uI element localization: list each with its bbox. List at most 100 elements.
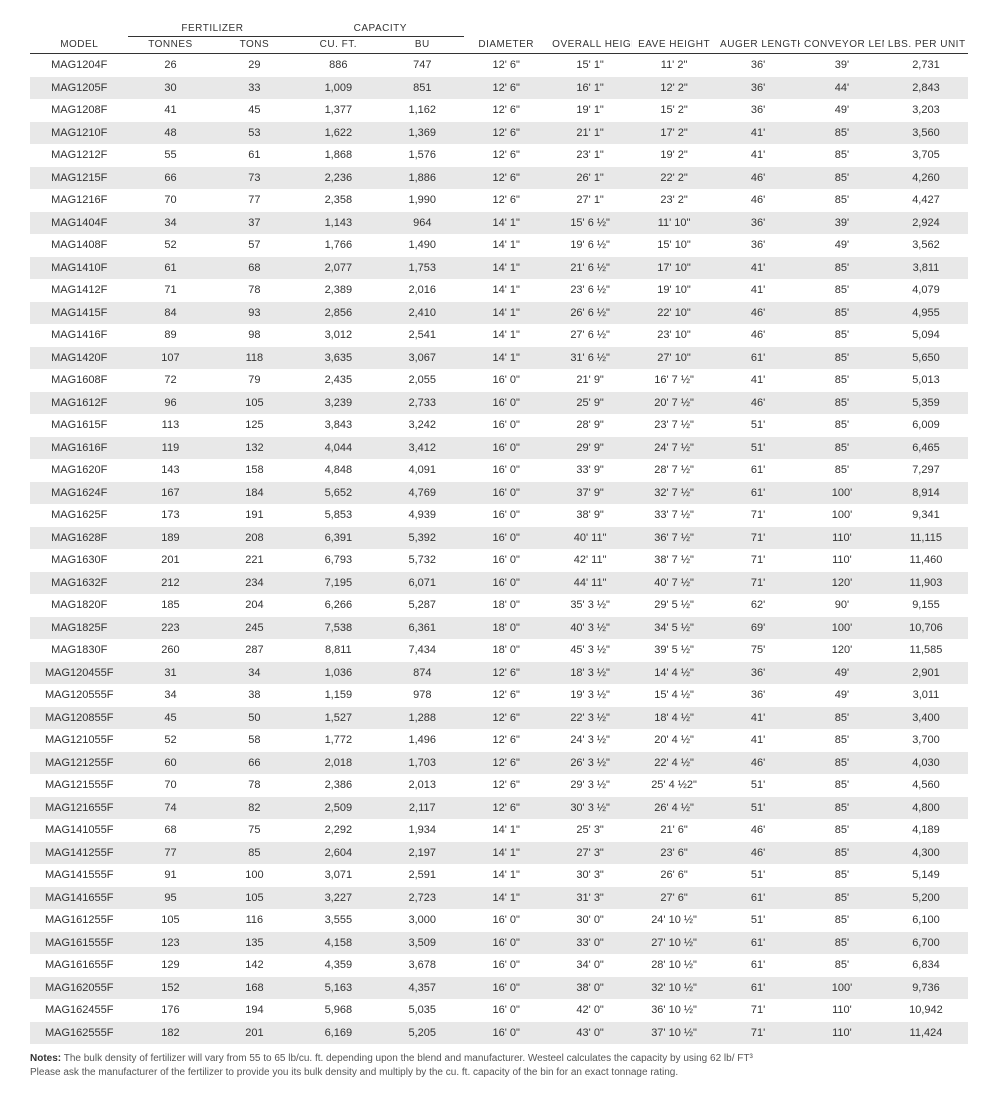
table-cell: 4,955 <box>884 302 968 325</box>
table-cell: 14' 1" <box>464 864 548 887</box>
table-row: MAG1632F2122347,1956,07116' 0"44' 11"40'… <box>30 572 968 595</box>
table-cell: 33' 7 ½" <box>632 504 716 527</box>
table-row: MAG1208F41451,3771,16212' 6"19' 1"15' 2"… <box>30 99 968 122</box>
table-cell: 38' 9" <box>548 504 632 527</box>
table-cell: 71' <box>716 572 800 595</box>
table-cell: 41' <box>716 257 800 280</box>
table-cell: 4,359 <box>296 954 380 977</box>
table-cell: 34 <box>128 684 212 707</box>
table-cell: 16' 0" <box>464 392 548 415</box>
table-cell: 85' <box>800 167 884 190</box>
table-cell: 14' 1" <box>464 234 548 257</box>
table-cell: 52 <box>128 729 212 752</box>
table-cell: 85' <box>800 189 884 212</box>
table-cell: 120' <box>800 572 884 595</box>
table-cell: 12' 6" <box>464 99 548 122</box>
table-cell: 2,389 <box>296 279 380 302</box>
table-cell: 44' 11" <box>548 572 632 595</box>
table-cell: 68 <box>128 819 212 842</box>
table-cell: 978 <box>380 684 464 707</box>
table-row: MAG1628F1892086,3915,39216' 0"40' 11"36'… <box>30 527 968 550</box>
table-cell: 2,843 <box>884 77 968 100</box>
table-cell: MAG1620F <box>30 459 128 482</box>
table-cell: 11,460 <box>884 549 968 572</box>
table-cell: 95 <box>128 887 212 910</box>
table-cell: 100' <box>800 504 884 527</box>
table-cell: 201 <box>128 549 212 572</box>
table-cell: 105 <box>128 909 212 932</box>
table-cell: 30' 0" <box>548 909 632 932</box>
table-cell: 23' 6 ½" <box>548 279 632 302</box>
table-cell: 12' 6" <box>464 684 548 707</box>
table-cell: 7,297 <box>884 459 968 482</box>
table-cell: 34 <box>212 662 296 685</box>
table-cell: MAG1625F <box>30 504 128 527</box>
table-cell: 61' <box>716 482 800 505</box>
table-cell: 16' 0" <box>464 482 548 505</box>
table-cell: MAG162555F <box>30 1022 128 1045</box>
table-cell: 51' <box>716 864 800 887</box>
table-cell: 2,723 <box>380 887 464 910</box>
table-cell: 3,635 <box>296 347 380 370</box>
table-cell: 2,733 <box>380 392 464 415</box>
table-cell: 5,392 <box>380 527 464 550</box>
table-cell: 2,541 <box>380 324 464 347</box>
table-cell: 2,604 <box>296 842 380 865</box>
table-cell: MAG121055F <box>30 729 128 752</box>
table-cell: MAG141255F <box>30 842 128 865</box>
table-cell: MAG121255F <box>30 752 128 775</box>
table-cell: 116 <box>212 909 296 932</box>
table-cell: 78 <box>212 279 296 302</box>
table-cell: 1,496 <box>380 729 464 752</box>
table-cell: MAG1212F <box>30 144 128 167</box>
table-cell: 173 <box>128 504 212 527</box>
table-cell: 9,736 <box>884 977 968 1000</box>
table-cell: MAG1215F <box>30 167 128 190</box>
table-cell: MAG1412F <box>30 279 128 302</box>
col-lbs-per-unit: LBS. PER UNIT <box>884 37 968 54</box>
table-cell: 93 <box>212 302 296 325</box>
table-cell: 16' 0" <box>464 437 548 460</box>
group-capacity: CAPACITY <box>296 20 464 37</box>
table-row: MAG141655F951053,2272,72314' 1"31' 3"27'… <box>30 887 968 910</box>
header-col-row: MODEL TONNES TONS CU. FT. BU DIAMETER OV… <box>30 37 968 54</box>
table-row: MAG162555F1822016,1695,20516' 0"43' 0"37… <box>30 1022 968 1045</box>
table-cell: MAG121655F <box>30 797 128 820</box>
table-cell: 4,427 <box>884 189 968 212</box>
table-cell: 71' <box>716 504 800 527</box>
table-cell: 41' <box>716 279 800 302</box>
table-cell: 10,706 <box>884 617 968 640</box>
table-cell: 46' <box>716 392 800 415</box>
table-cell: MAG121555F <box>30 774 128 797</box>
table-cell: 11,424 <box>884 1022 968 1045</box>
table-cell: 5,094 <box>884 324 968 347</box>
table-cell: 77 <box>128 842 212 865</box>
table-cell: MAG1408F <box>30 234 128 257</box>
table-cell: 12' 6" <box>464 729 548 752</box>
table-cell: 22' 4 ½" <box>632 752 716 775</box>
table-cell: 19' 10" <box>632 279 716 302</box>
table-cell: 78 <box>212 774 296 797</box>
table-row: MAG121555F70782,3862,01312' 6"29' 3 ½"25… <box>30 774 968 797</box>
table-cell: 14' 1" <box>464 347 548 370</box>
table-cell: 167 <box>128 482 212 505</box>
table-cell: 12' 6" <box>464 797 548 820</box>
table-cell: 41' <box>716 122 800 145</box>
table-cell: MAG1420F <box>30 347 128 370</box>
table-cell: MAG120555F <box>30 684 128 707</box>
table-cell: 61' <box>716 932 800 955</box>
table-row: MAG1415F84932,8562,41014' 1"26' 6 ½"22' … <box>30 302 968 325</box>
table-cell: MAG120855F <box>30 707 128 730</box>
table-cell: 5,359 <box>884 392 968 415</box>
table-cell: 34' 0" <box>548 954 632 977</box>
table-cell: 72 <box>128 369 212 392</box>
table-cell: 3,700 <box>884 729 968 752</box>
table-cell: 19' 1" <box>548 99 632 122</box>
table-cell: 85' <box>800 122 884 145</box>
table-cell: 85' <box>800 437 884 460</box>
table-cell: 3,067 <box>380 347 464 370</box>
table-cell: 85' <box>800 144 884 167</box>
table-cell: 245 <box>212 617 296 640</box>
table-cell: 5,163 <box>296 977 380 1000</box>
table-cell: MAG1210F <box>30 122 128 145</box>
